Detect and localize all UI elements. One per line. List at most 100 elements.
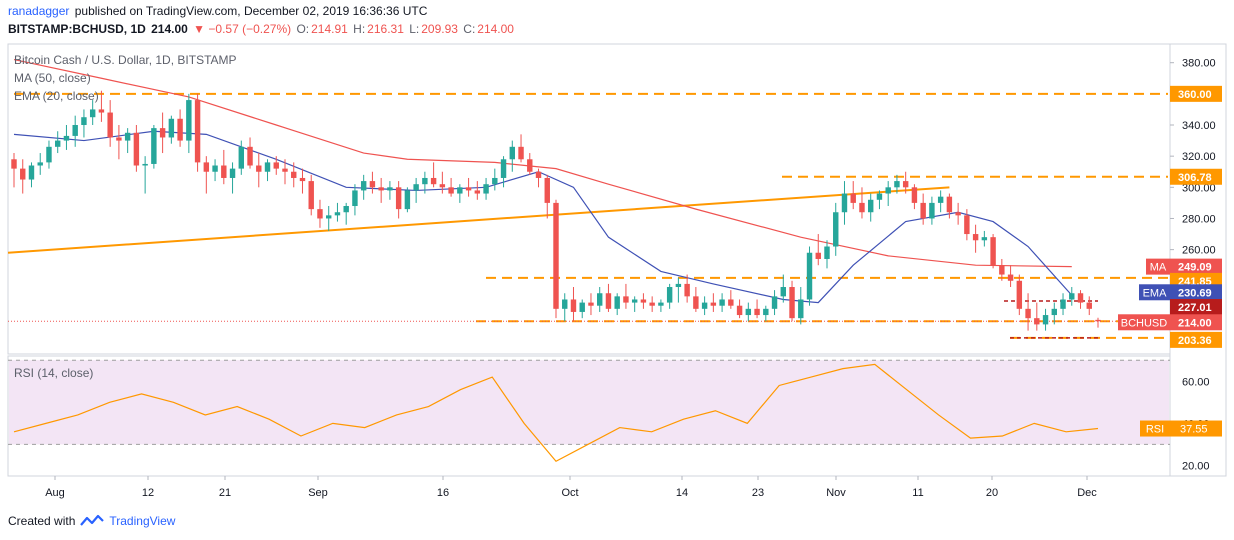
candle-body — [299, 177, 306, 182]
candle-body — [999, 265, 1005, 275]
candle-body — [570, 299, 577, 312]
candle-body — [448, 187, 454, 194]
x-axis-label: 23 — [752, 487, 764, 499]
candle-body — [640, 299, 647, 303]
symbol-line: BITSTAMP:BCHUSD, 1D 214.00 ▼ −0.57 (−0.2… — [8, 22, 516, 36]
price-tag — [1170, 284, 1222, 301]
candle-body — [684, 283, 690, 297]
candle-body — [1069, 293, 1075, 300]
candle-body — [596, 293, 603, 306]
candle-body — [46, 146, 52, 163]
candle-body — [920, 202, 926, 219]
candle-body — [719, 299, 725, 306]
candle-body — [107, 112, 113, 138]
rsi-axis-label: 20.00 — [1182, 460, 1210, 472]
rsi-tag-name — [1140, 420, 1170, 437]
low-label: L: — [409, 22, 420, 36]
candle-body — [666, 287, 673, 303]
candle-body — [990, 237, 996, 266]
candle-body — [413, 184, 419, 191]
candle-body — [194, 100, 201, 163]
ema20-line — [13, 130, 1073, 304]
price-tag-value: 249.09 — [1178, 262, 1212, 274]
candle-body — [273, 162, 279, 169]
price-axis-label: 280.00 — [1182, 213, 1216, 225]
rsi-line — [13, 363, 1099, 463]
candle-body — [649, 302, 655, 306]
candle-body — [404, 190, 411, 210]
candle-body — [701, 302, 708, 309]
candle-body — [605, 293, 612, 309]
price-tag-label: EMA — [1143, 287, 1168, 299]
candle-body — [483, 184, 489, 194]
price-tag-value: 203.36 — [1178, 335, 1212, 347]
tradingview-logo-icon — [80, 514, 105, 526]
candle-body — [308, 181, 314, 210]
price-axis-label: 380.00 — [1182, 58, 1216, 70]
candle-body — [518, 146, 524, 160]
candle-body — [457, 187, 463, 194]
candle-body — [623, 296, 629, 303]
price-tag-value: 360.00 — [1178, 89, 1212, 101]
high-value: 216.31 — [367, 22, 404, 36]
candle-body — [929, 202, 935, 219]
candle-body — [631, 299, 638, 303]
author-link[interactable]: ranadagger — [8, 4, 70, 18]
candle-body — [754, 308, 760, 316]
publish-text: published on TradingView.com, December 0… — [74, 4, 428, 18]
candle-body — [352, 190, 358, 207]
candle-body — [981, 237, 988, 241]
price-tag-name — [1139, 284, 1170, 301]
close-value: 214.00 — [477, 22, 514, 36]
ma50-line — [13, 58, 1072, 268]
price-tag-label: BCHUSD — [1121, 317, 1168, 329]
candle-body — [11, 159, 17, 169]
candle-body — [675, 283, 682, 288]
candle-body — [798, 299, 804, 319]
candle-body — [964, 215, 970, 235]
candle-body — [885, 187, 891, 194]
candle-body — [492, 177, 498, 185]
price-tag — [1170, 168, 1222, 185]
candle-body — [815, 252, 821, 259]
candle-body — [474, 190, 481, 194]
candle-body — [168, 118, 175, 138]
rsi-legend[interactable]: RSI (14, close) — [14, 366, 94, 380]
candle-body — [395, 187, 402, 210]
price-change: ▼ −0.57 (−0.27%) — [193, 22, 292, 36]
footer: Created with TradingView — [8, 514, 175, 528]
price-pane — [7, 43, 1171, 355]
rsi-tag-value: 37.55 — [1180, 424, 1208, 436]
candle-body — [325, 215, 332, 219]
candle-body — [63, 135, 70, 141]
candle-body — [588, 302, 594, 306]
candle-body — [256, 165, 262, 172]
candle-body — [221, 165, 227, 178]
candle-body — [1007, 274, 1014, 281]
candle-body — [369, 181, 376, 188]
candle-body — [203, 162, 210, 172]
publish-line: ranadagger published on TradingView.com,… — [8, 4, 429, 18]
candle-body — [378, 187, 384, 191]
ema-legend[interactable]: EMA (20, close) — [14, 89, 99, 103]
last-price: 214.00 — [151, 22, 188, 36]
candle-body — [334, 212, 341, 216]
candle-body — [439, 184, 446, 188]
candle-body — [1025, 308, 1031, 319]
x-axis-label: 11 — [912, 487, 923, 499]
candle-body — [527, 159, 533, 172]
tradingview-brand[interactable]: TradingView — [109, 514, 176, 528]
candle-body — [736, 305, 743, 316]
candle-body — [186, 100, 192, 141]
candle-body — [972, 234, 979, 241]
candle-body — [133, 132, 140, 166]
price-tag — [1170, 331, 1222, 348]
candle-body — [833, 212, 839, 247]
candle-body — [937, 196, 944, 203]
candle-body — [824, 246, 830, 259]
candle-body — [229, 168, 236, 178]
ma-legend[interactable]: MA (50, close) — [14, 71, 91, 85]
candle-body — [430, 177, 437, 185]
candle-body — [763, 308, 769, 316]
price-tag — [1170, 299, 1222, 316]
